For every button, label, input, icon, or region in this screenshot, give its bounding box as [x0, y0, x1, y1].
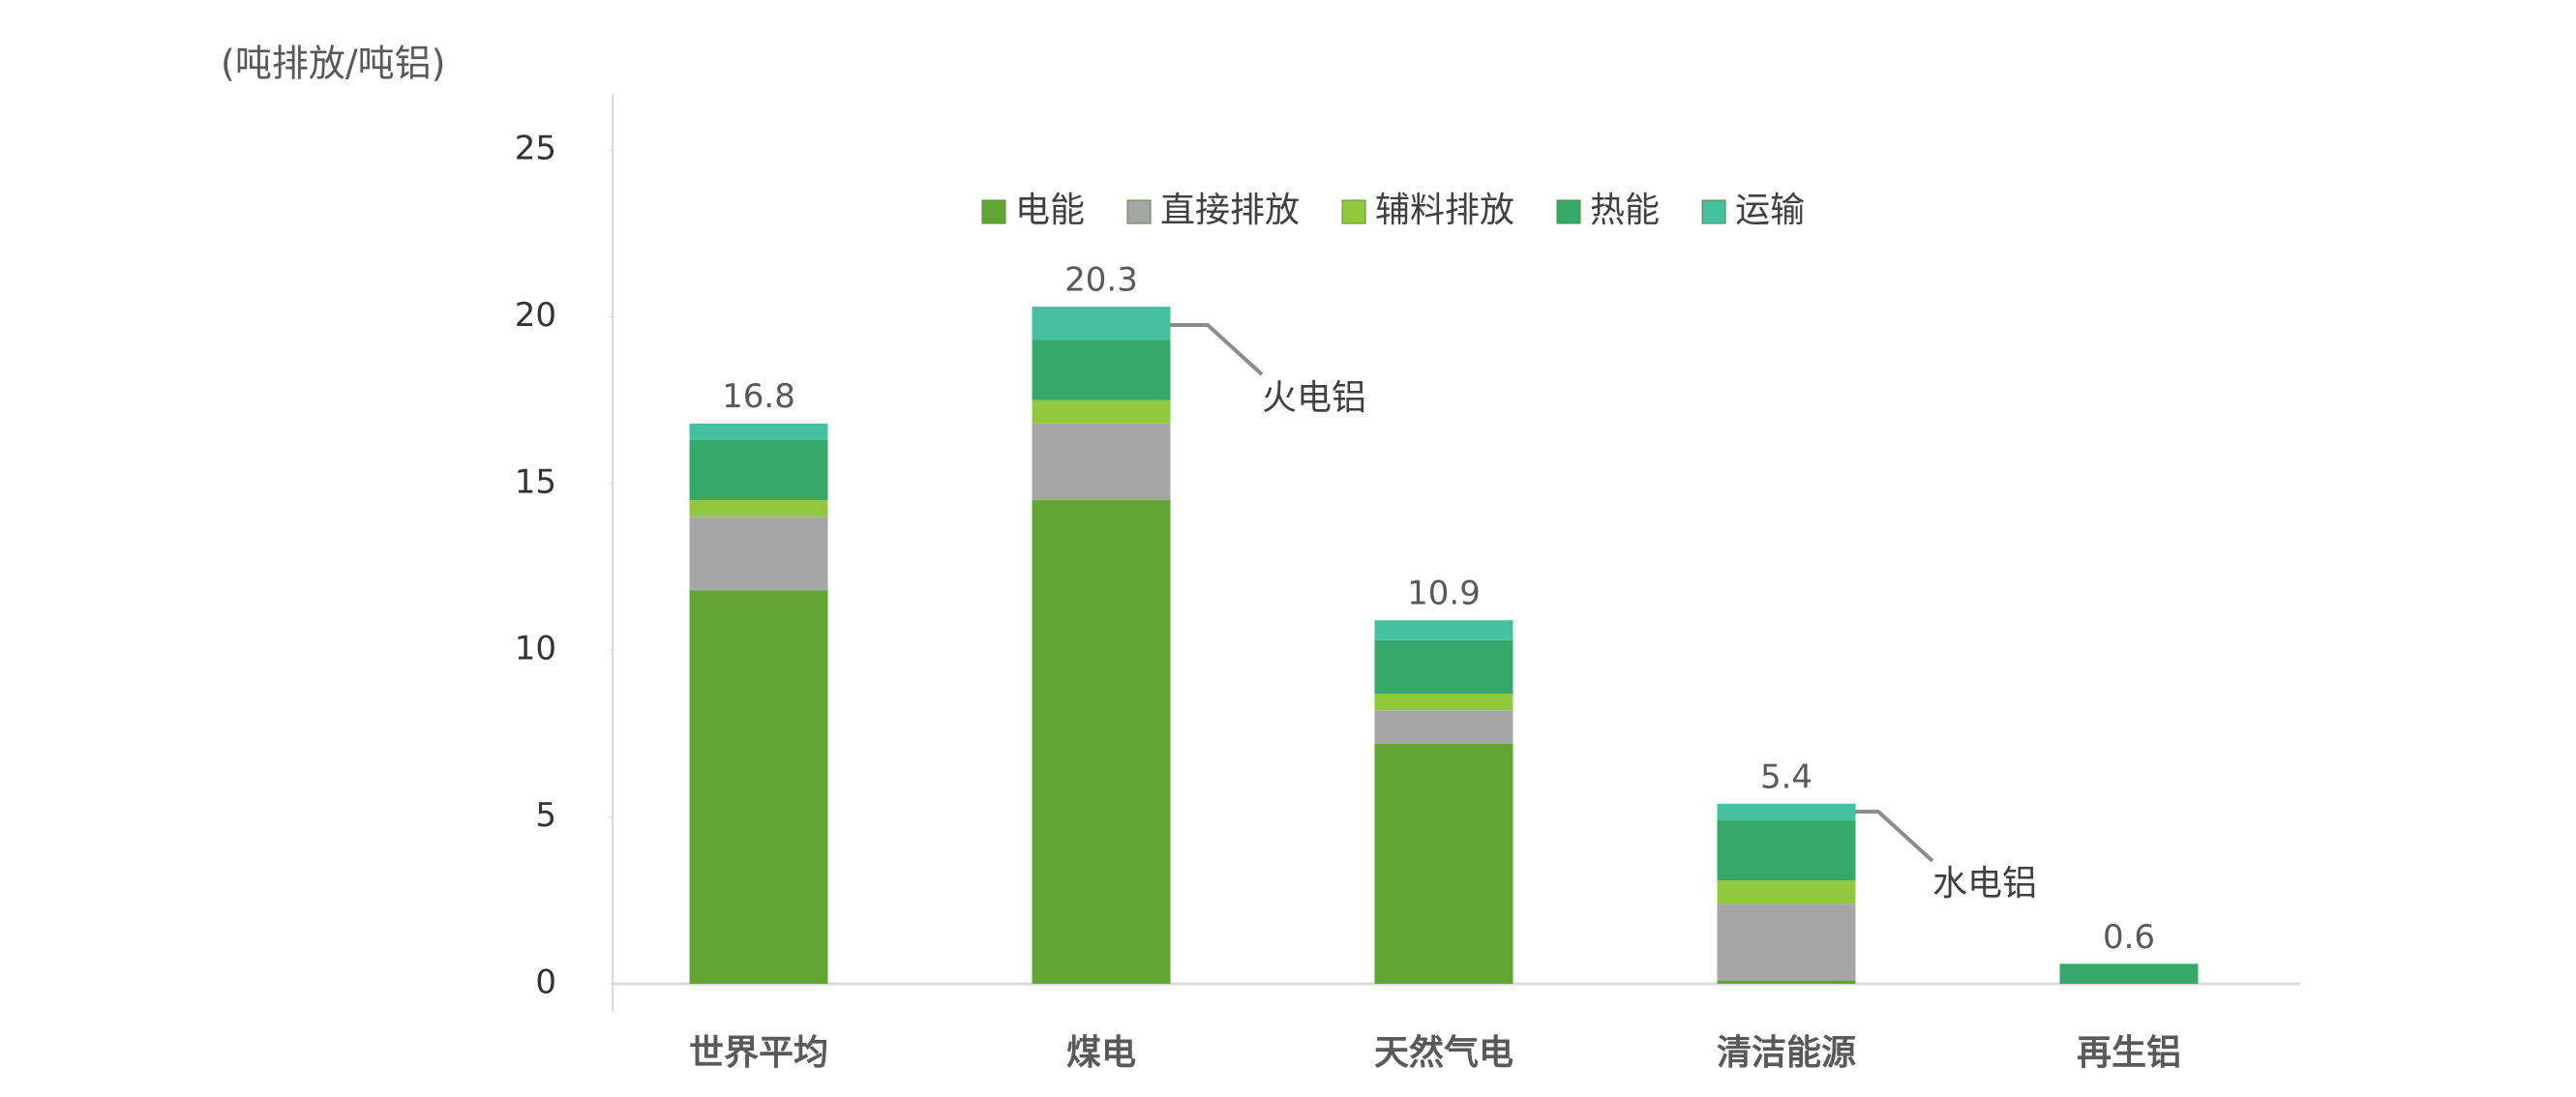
bar-segment [1032, 340, 1171, 400]
bar-segment [1717, 980, 1856, 984]
x-tick-label: 天然气电 [1374, 1032, 1513, 1073]
y-tick-label: 5 [535, 796, 556, 835]
x-tick-label: 煤电 [1066, 1033, 1136, 1073]
bar-segment [1374, 694, 1513, 711]
bar-segment [1032, 423, 1171, 501]
legend-swatch [1556, 199, 1581, 224]
bar-segment [689, 500, 828, 518]
legend-swatch [981, 199, 1006, 224]
total-label: 5.4 [1760, 757, 1812, 796]
bar-segment [689, 439, 828, 501]
bar-segment [1717, 820, 1856, 881]
total-label: 0.6 [2103, 918, 2155, 957]
legend-swatch [1701, 199, 1726, 224]
total-label: 10.9 [1407, 575, 1481, 613]
bar-segment [1717, 880, 1856, 904]
legend-label: 电能 [1015, 191, 1085, 230]
x-tick-label: 世界平均 [689, 1033, 828, 1073]
bar-segment [1374, 620, 1513, 640]
bar-segment [1032, 307, 1171, 341]
total-label: 20.3 [1064, 261, 1138, 300]
y-tick-label: 25 [515, 130, 556, 168]
y-tick-label: 0 [535, 964, 556, 1002]
y-tick-label: 10 [515, 630, 556, 668]
total-label: 16.8 [722, 377, 795, 416]
legend-swatch [1341, 199, 1366, 224]
legend-label: 辅料排放 [1375, 191, 1514, 230]
x-tick-label: 再生铝 [2077, 1033, 2181, 1073]
legend-label: 运输 [1735, 191, 1805, 230]
bar-segment [1032, 400, 1171, 424]
legend-label: 直接排放 [1160, 191, 1300, 230]
bar-segment [1374, 639, 1513, 695]
y-tick-label: 15 [515, 462, 556, 501]
legend-label: 热能 [1590, 191, 1660, 230]
bar-segment [2059, 964, 2199, 984]
y-tick-label: 20 [515, 296, 556, 335]
bar-segment [689, 517, 828, 591]
x-tick-label: 清洁能源 [1717, 1033, 1856, 1073]
bar-segment [1717, 803, 1856, 821]
bar-segment [1374, 710, 1513, 744]
bar-segment [1032, 500, 1171, 984]
legend-swatch [1126, 199, 1152, 224]
bar-segment [689, 590, 828, 984]
bar-segment [1717, 904, 1856, 981]
annotation: 火电铝 [1262, 378, 1366, 418]
bar-segment [1374, 743, 1513, 984]
y-axis-label: (吨排放/吨铝) [221, 43, 445, 85]
annotation: 水电铝 [1932, 864, 2037, 904]
bar-segment [689, 423, 828, 440]
